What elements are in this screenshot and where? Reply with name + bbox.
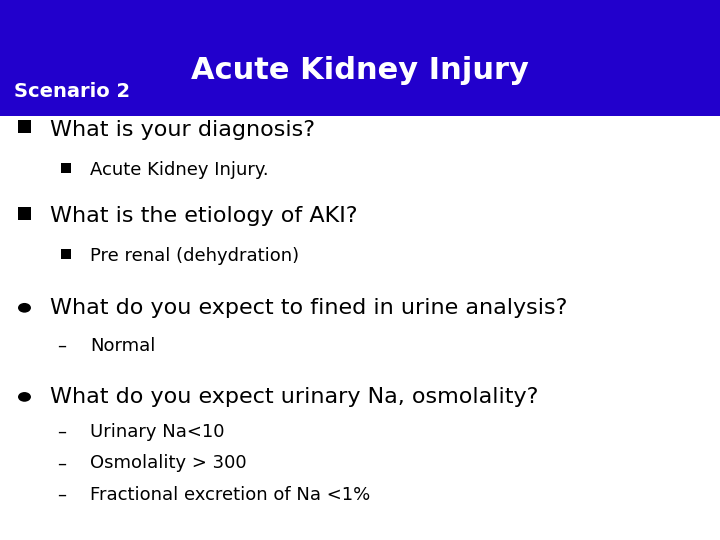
Bar — [18, 207, 31, 220]
Text: What is your diagnosis?: What is your diagnosis? — [50, 119, 315, 140]
Text: –: – — [58, 336, 66, 355]
Text: Acute Kidney Injury: Acute Kidney Injury — [191, 56, 529, 85]
Text: Osmolality > 300: Osmolality > 300 — [90, 454, 247, 472]
Bar — [61, 249, 71, 259]
Bar — [18, 120, 31, 133]
Text: –: – — [58, 485, 66, 504]
Text: Urinary Na<10: Urinary Na<10 — [90, 423, 225, 441]
Text: Pre renal (dehydration): Pre renal (dehydration) — [90, 247, 299, 266]
Circle shape — [18, 392, 31, 402]
Text: Scenario 2: Scenario 2 — [14, 82, 130, 102]
Text: Fractional excretion of Na <1%: Fractional excretion of Na <1% — [90, 485, 370, 504]
Text: Normal: Normal — [90, 336, 156, 355]
Bar — [61, 163, 71, 173]
Text: –: – — [58, 454, 66, 472]
Circle shape — [18, 303, 31, 313]
Text: What do you expect to fined in urine analysis?: What do you expect to fined in urine ana… — [50, 298, 568, 318]
Text: –: – — [58, 423, 66, 441]
FancyBboxPatch shape — [0, 0, 720, 116]
Text: Acute Kidney Injury.: Acute Kidney Injury. — [90, 161, 269, 179]
Text: What is the etiology of AKI?: What is the etiology of AKI? — [50, 206, 358, 226]
Text: What do you expect urinary Na, osmolality?: What do you expect urinary Na, osmolalit… — [50, 387, 539, 407]
